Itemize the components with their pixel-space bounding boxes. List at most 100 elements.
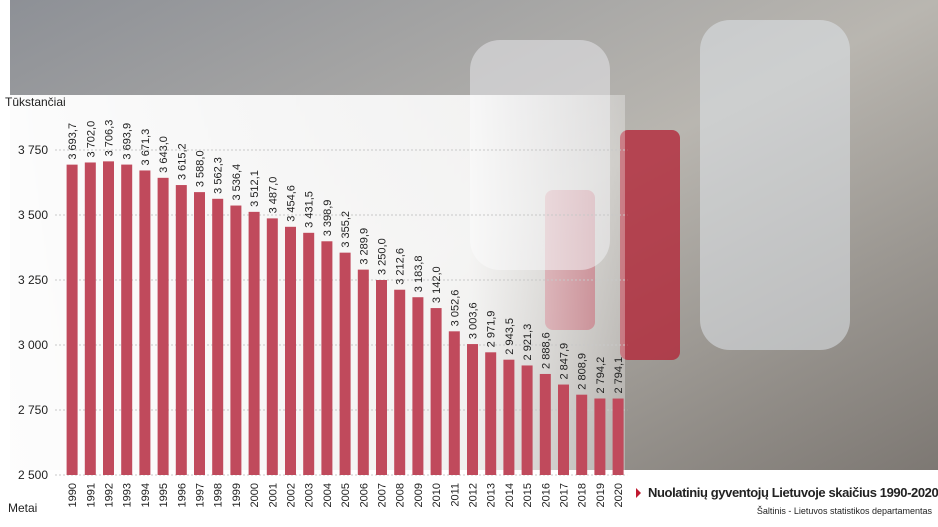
bar — [157, 177, 169, 475]
bar — [467, 344, 478, 475]
x-tick-label: 2013 — [486, 483, 498, 507]
bar — [521, 365, 533, 475]
bar — [357, 269, 369, 475]
value-label: 3 289,9 — [358, 228, 370, 265]
value-label: 3 671,3 — [140, 129, 152, 166]
y-tick-label: 2 750 — [18, 403, 48, 417]
x-tick-label: 2009 — [413, 483, 425, 507]
value-label: 3 588,0 — [195, 150, 207, 187]
y-tick-label: 3 500 — [18, 208, 48, 222]
x-tick-label: 1998 — [213, 483, 225, 507]
x-tick-label: 1997 — [195, 483, 207, 507]
value-label: 2 921,3 — [522, 324, 534, 361]
y-tick-label: 3 250 — [18, 273, 48, 287]
bar — [194, 192, 205, 475]
bar — [485, 352, 497, 475]
value-label: 3 693,9 — [122, 123, 134, 160]
bar — [139, 170, 151, 475]
value-label: 3 142,0 — [431, 266, 443, 303]
value-label: 3 693,7 — [67, 123, 79, 160]
x-tick-label: 2007 — [377, 483, 389, 507]
chart-title: Nuolatinių gyventojų Lietuvoje skaičius … — [648, 485, 938, 500]
source-note: Šaltinis - Lietuvos statistikos departam… — [757, 506, 933, 516]
bar — [66, 164, 78, 475]
bar — [103, 161, 114, 475]
value-label: 3 562,3 — [213, 157, 225, 194]
x-tick-label: 2016 — [540, 483, 552, 507]
value-label: 2 888,6 — [540, 332, 552, 369]
value-label: 3 212,6 — [395, 248, 407, 285]
x-tick-label: 2008 — [395, 483, 407, 507]
value-label: 3 003,6 — [468, 302, 480, 339]
bar — [303, 232, 315, 475]
x-tick-label: 1991 — [85, 483, 97, 507]
value-label: 3 250,0 — [377, 238, 389, 275]
x-tick-label: 1993 — [122, 483, 134, 507]
x-tick-label: 2004 — [322, 483, 334, 507]
x-tick-label: 2005 — [340, 483, 352, 507]
bar — [321, 241, 333, 475]
value-label: 2 847,9 — [559, 343, 571, 380]
y-tick-label: 3 000 — [18, 338, 48, 352]
value-label: 3 487,0 — [267, 177, 279, 214]
value-label: 3 052,6 — [449, 290, 461, 327]
x-tick-label: 2017 — [559, 483, 571, 507]
title-marker — [636, 488, 641, 498]
x-tick-label: 2006 — [358, 483, 370, 507]
value-label: 2 808,9 — [577, 353, 589, 390]
value-label: 3 355,2 — [340, 211, 352, 248]
x-tick-label: 2010 — [431, 483, 443, 507]
x-tick-label: 2003 — [304, 483, 316, 507]
value-label: 3 183,8 — [413, 256, 425, 293]
bar — [285, 226, 296, 475]
footer-panel — [0, 470, 938, 527]
value-label: 3 512,1 — [249, 170, 261, 207]
bar — [248, 211, 260, 475]
bar — [339, 252, 351, 475]
x-tick-label: 2012 — [468, 483, 480, 507]
value-label: 2 943,5 — [504, 318, 516, 355]
x-tick-label: 1995 — [158, 483, 170, 507]
x-tick-label: 1996 — [176, 483, 188, 507]
x-tick-label: 2020 — [613, 483, 625, 507]
value-label: 2 794,1 — [613, 357, 625, 394]
x-tick-label: 2019 — [595, 483, 607, 507]
y-tick-label: 2 500 — [18, 468, 48, 482]
x-tick-label: 2014 — [504, 483, 516, 507]
x-tick-label: 2011 — [449, 483, 461, 507]
bar — [612, 398, 624, 475]
bar — [121, 164, 133, 475]
photo-figure — [700, 20, 850, 350]
x-tick-label: 1992 — [104, 483, 116, 507]
bar — [175, 185, 187, 475]
value-label: 3 431,5 — [304, 191, 316, 228]
bar — [430, 308, 442, 475]
x-axis-label: Metai — [8, 501, 37, 515]
x-tick-label: 1994 — [140, 483, 152, 507]
value-label: 3 398,9 — [322, 200, 334, 237]
bar — [412, 297, 424, 475]
bar — [84, 162, 96, 476]
x-tick-label: 2002 — [286, 483, 298, 507]
value-label: 3 615,2 — [176, 143, 188, 180]
bar — [576, 394, 588, 475]
value-label: 2 794,2 — [595, 357, 607, 394]
bar — [394, 289, 406, 475]
x-tick-label: 2000 — [249, 483, 261, 507]
bar — [503, 359, 515, 475]
bar — [230, 205, 242, 475]
bar — [212, 198, 224, 475]
bar — [558, 384, 569, 475]
bar — [266, 218, 278, 475]
x-tick-label: 2015 — [522, 483, 534, 507]
value-label: 2 971,9 — [486, 311, 498, 348]
value-label: 3 454,6 — [286, 185, 298, 222]
bar — [448, 331, 460, 475]
x-tick-label: 1999 — [231, 483, 243, 507]
y-axis-label: Tūkstančiai — [5, 95, 66, 109]
value-label: 3 643,0 — [158, 136, 170, 173]
value-label: 3 706,3 — [104, 120, 116, 157]
photo-luggage — [620, 130, 680, 360]
bar — [376, 280, 387, 475]
